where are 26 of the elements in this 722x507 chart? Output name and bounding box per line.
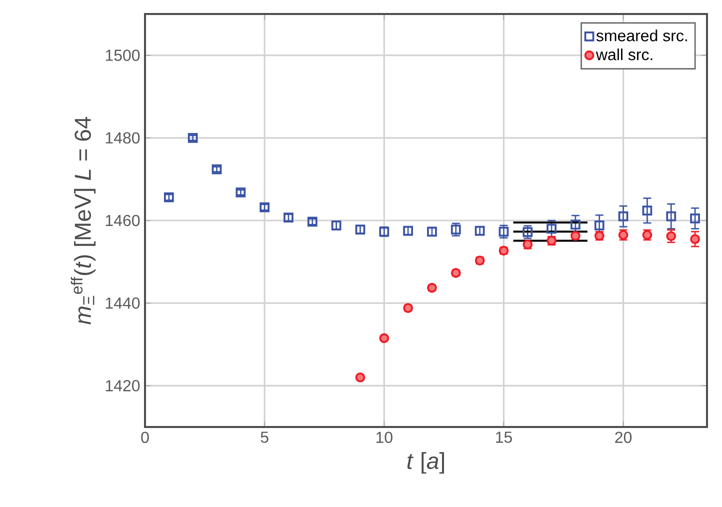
x-axis-title: t [a] [407, 452, 444, 474]
x-tick-label: 5 [260, 432, 268, 443]
x-tick-label: 20 [615, 432, 632, 444]
point [690, 213, 700, 224]
x-tick-label: 0 [141, 432, 149, 444]
point [666, 231, 676, 242]
point [594, 220, 604, 230]
y-tick-label: 1500 [106, 50, 140, 61]
y-tick-label: 1420 [106, 380, 140, 392]
y-tick-label: 1440 [106, 297, 140, 309]
y-axis-title: m$_{Ξ}$$^{eff}$(t) [MeV] L = 64 [70, 116, 96, 324]
legend-label: smeared src. [596, 30, 687, 42]
legend-label: wall src. [596, 48, 652, 60]
point [570, 220, 580, 230]
point [498, 226, 509, 237]
point [355, 372, 366, 382]
x-tick-label: 15 [496, 432, 512, 443]
point [570, 230, 580, 241]
y-tick-label: 1480 [106, 132, 140, 144]
y-tick-label: 1460 [106, 214, 140, 226]
x-tick-label: 10 [376, 432, 392, 444]
point [618, 211, 628, 222]
point [642, 206, 652, 216]
point [546, 224, 556, 234]
point [379, 333, 390, 344]
point [666, 211, 676, 222]
